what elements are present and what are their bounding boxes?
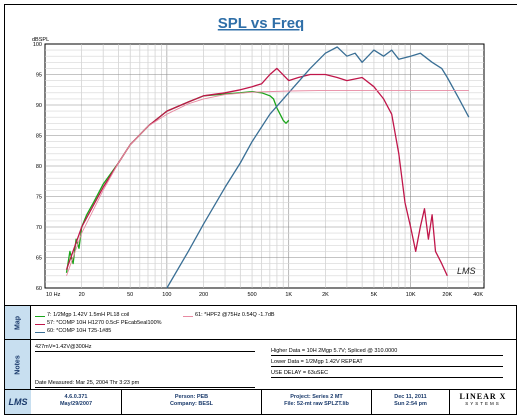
- tick-label-layer: 60 65 70 75 80 85 90 95 100 10 Hz 20 50 100 200 500 1K 2…: [33, 42, 484, 298]
- legend-swatch-60: [35, 332, 45, 333]
- series-line-2: [166, 46, 470, 289]
- footer-bar: LMS 4.6.0.371 May/29/2007 Person: PEB Co…: [5, 389, 516, 414]
- x-tick-label: 1K: [285, 292, 292, 298]
- series-line-1: [65, 67, 448, 277]
- x-tick-label: 50: [127, 292, 133, 298]
- footer-version: 4.6.0.371: [64, 394, 88, 400]
- notes-delay-rule: [271, 371, 503, 378]
- legend-swatch-57: [35, 324, 45, 325]
- svg-text:LMS: LMS: [9, 397, 28, 407]
- y-tick-label: 80: [36, 164, 42, 170]
- map-side-label: Map: [14, 315, 21, 330]
- notes-lower-rule: [271, 360, 503, 367]
- y-tick-label: 95: [36, 73, 42, 79]
- footer-project: Project: Series 2 MT: [290, 394, 343, 400]
- footer-date: Dec 11, 2011: [394, 394, 427, 400]
- report-frame: SPL vs Freq dBSPL 60 65 70 75 80 85 90 95 100 10 …: [4, 4, 518, 415]
- legend-item-61: 61: *HPF2 @75Hz 0.54Q -1.7dB: [195, 312, 275, 318]
- lms-watermark: LMS: [457, 266, 476, 276]
- linearx-logo-text: LINEAR X: [459, 392, 507, 401]
- notes-higher-data: Higher Data = 10H 2Mgp 5.7V; Spliced @ 3…: [271, 348, 398, 354]
- lms-logo: LMS: [5, 390, 31, 414]
- footer-brand-cell: LINEAR X SYSTEMS: [449, 390, 516, 414]
- notes-date-rule: [35, 381, 255, 388]
- map-side-tab: Map: [5, 305, 31, 339]
- y-tick-label: 85: [36, 134, 42, 140]
- x-tick-label: 100: [162, 292, 171, 298]
- footer-date-cell: Dec 11, 2011 Sun 2:54 pm: [371, 390, 449, 414]
- notes-side-label: Notes: [14, 354, 21, 375]
- spl-chart: SPL vs Freq dBSPL 60 65 70 75 80 85 90 95 100 10 …: [32, 15, 485, 298]
- legend-swatch-7: [35, 316, 45, 317]
- notes-line-1: 427mV=1.42V@300Hz: [35, 344, 92, 350]
- legend-item-7: 7: 1/2Mgp 1.42V 1.5mH PL18 coil: [47, 312, 130, 318]
- y-tick-label: 75: [36, 195, 42, 201]
- x-tick-label: 10K: [406, 292, 416, 298]
- footer-project-cell: Project: Series 2 MT File: 52-mt raw SPL…: [261, 390, 371, 414]
- series-layer: [65, 46, 470, 289]
- footer-file: File: 52-mt raw SPLZT.lib: [284, 401, 349, 407]
- chart-title: SPL vs Freq: [218, 15, 304, 32]
- x-tick-label: 20: [79, 292, 85, 298]
- plot-area: SPL vs Freq dBSPL 60 65 70 75 80 85 90 95 100 10 …: [5, 5, 518, 305]
- map-legend-panel: 7: 1/2Mgp 1.42V 1.5mH PL18 coil 57: *COM…: [31, 305, 516, 339]
- linearx-logo-subtext: SYSTEMS: [465, 401, 501, 406]
- notes-side-tab: Notes: [5, 339, 31, 389]
- grid-layer: [44, 43, 485, 289]
- x-tick-label: 2K: [322, 292, 329, 298]
- legend-item-57: 57: *COMP 10H H1270 0.5cF PEcab5eal100%: [47, 320, 162, 326]
- y-axis-label: dBSPL: [32, 37, 49, 43]
- footer-version-cell: 4.6.0.371 May/29/2007: [31, 390, 121, 414]
- notes-line-1-rule: [35, 345, 255, 352]
- notes-lower-data: Lower Data = 1/2Mgp 1.42V REPEAT: [271, 359, 363, 365]
- footer-person: Person: PEB: [174, 394, 209, 400]
- footer-time: Sun 2:54 pm: [394, 401, 427, 407]
- notes-delay: USE DELAY = 63uSEC: [271, 370, 329, 376]
- x-tick-label: 200: [199, 292, 208, 298]
- y-tick-label: 60: [36, 286, 42, 292]
- series-line-3: [66, 89, 469, 276]
- x-tick-label: 40K: [473, 292, 483, 298]
- legend-item-60: 60: *COMP 10H T25-1#85: [47, 328, 112, 334]
- notes-date-measured: Date Measured: Mar 25, 2004 Thr 3:23 pm: [35, 380, 140, 386]
- x-tick-label: 10 Hz: [46, 292, 61, 298]
- notes-higher-rule: [271, 349, 503, 356]
- x-tick-label: 5K: [371, 292, 378, 298]
- x-tick-label: 20K: [442, 292, 452, 298]
- y-tick-label: 90: [36, 103, 42, 109]
- footer-person-cell: Person: PEB Company: BESL: [121, 390, 261, 414]
- x-tick-label: 500: [247, 292, 256, 298]
- legend-swatch-61: [183, 316, 193, 317]
- notes-panel: 427mV=1.42V@300Hz Higher Data = 10H 2Mgp…: [31, 339, 516, 389]
- lms-logo-icon: LMS: [9, 397, 28, 407]
- footer-version-date: May/29/2007: [59, 401, 93, 407]
- y-tick-label: 100: [33, 42, 42, 48]
- y-tick-label: 70: [36, 225, 42, 231]
- y-tick-label: 65: [36, 256, 42, 262]
- footer-company: Company: BESL: [169, 401, 214, 407]
